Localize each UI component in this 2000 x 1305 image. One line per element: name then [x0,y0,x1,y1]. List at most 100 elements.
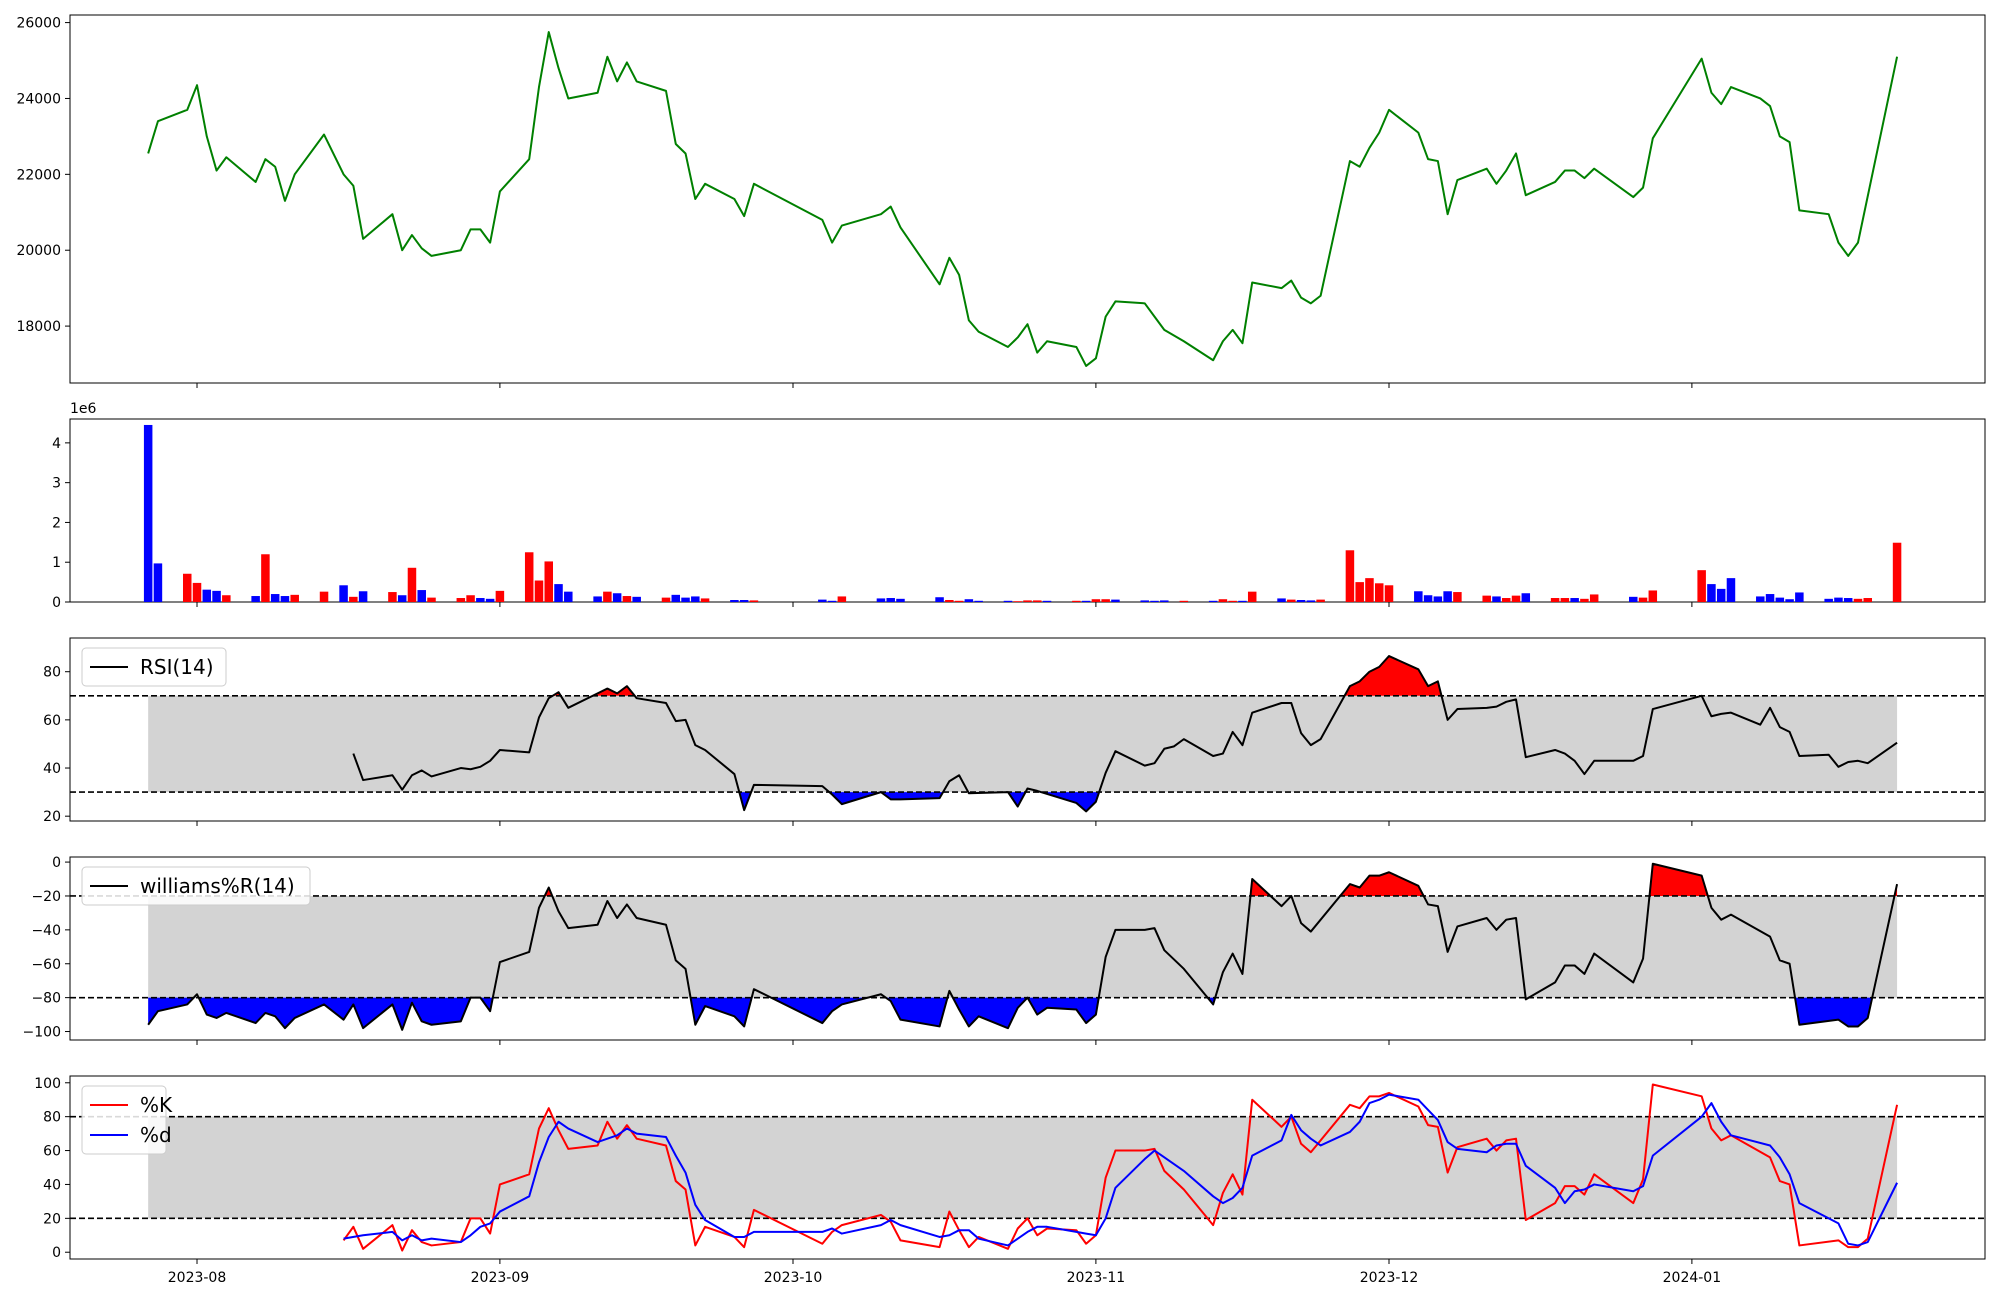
wr-overbought-fill [1649,863,1708,896]
volume-bar [1355,582,1364,602]
rsi-panel: 20 40 60 80 RSI(14) [43,637,1986,826]
x-tick-label: 2023-09 [471,1270,530,1286]
volume-bar [945,600,954,602]
wr-oversold-fill [690,997,752,1027]
volume-bar [358,591,368,602]
price-y-tick-label: 20000 [16,243,61,259]
volume-bar [202,589,212,602]
volume-bar [661,597,671,602]
wr-y-tick-label: −40 [31,923,61,939]
volume-bar [1228,600,1237,602]
stochastic-panel: 0 20 40 60 80 100 2023-08 2023-09 2023-10 2023-11… [34,1075,1986,1286]
volume-bar [730,600,739,602]
volume-bar [1374,583,1384,602]
rsi-oversold-fill [739,792,752,811]
rsi-y-tick-label: 80 [43,665,61,681]
wr-y-tick-label: −20 [31,889,61,905]
wr-y-tick-label: 0 [52,855,61,871]
x-tick-label: 2023-08 [168,1270,227,1286]
volume-bar [1785,599,1794,602]
volume-bar [691,596,700,602]
axes-frame [69,637,1986,822]
price-panel: 18000 20000 22000 24000 26000 [16,14,1986,388]
volume-bar [1560,598,1570,602]
volume-bar [524,552,534,602]
rsi-neutral-band [148,695,1898,793]
volume-bar [954,600,964,602]
stoch-legend-label: %d [140,1123,172,1147]
price-y-tick-label: 22000 [16,167,61,183]
volume-bar [153,563,163,602]
wr-overbought-fill [1340,872,1424,896]
volume-bar [1023,600,1032,602]
volume-bar [1365,578,1374,602]
wr-oversold-fill [952,997,1028,1029]
volume-bar [681,597,690,602]
price-line [147,31,1899,367]
axes-frame [69,1075,1986,1260]
volume-bar [1013,601,1022,602]
volume-bar [1081,600,1091,602]
volume-bar [1482,595,1491,602]
stoch-neutral-band [148,1116,1898,1219]
stoch-d-line [343,1093,1898,1247]
volume-bar [290,594,299,602]
volume-bar [886,598,895,602]
wr-oversold-fill [148,997,194,1025]
volume-bar [603,591,612,602]
stoch-y-tick-label: 80 [43,1110,61,1126]
volume-y-tick-label: 0 [52,595,61,611]
volume-bar [143,424,153,602]
axes-frame [69,14,1986,384]
rsi-overbought-fill [1344,656,1442,696]
volume-bar [1892,542,1902,602]
volume-bar [837,596,847,602]
volume-bar [1423,595,1433,602]
volume-bar [622,596,632,602]
volume-bar [1277,598,1286,602]
volume-bar [1345,550,1355,602]
volume-bar [319,591,329,602]
volume-bar [1492,596,1501,602]
x-tick-label: 2023-11 [1067,1270,1126,1286]
volume-bar [251,596,260,602]
volume-bar [182,573,192,602]
volume-bar [876,598,886,602]
wr-y-tick-label: −60 [31,957,61,973]
wr-line [147,862,1899,1031]
x-tick-label: 2023-12 [1360,1270,1419,1286]
rsi-legend-box [81,647,227,687]
williams-r-panel: 0 −20 −40 −60 −80 −100 williams%R(14) [23,855,1986,1045]
wr-y-tick-label: −80 [31,991,61,1007]
volume-bar [1589,594,1599,602]
price-y-tick-label: 24000 [16,91,61,107]
volume-bar [1863,598,1873,602]
volume-bar [739,600,749,602]
volume-y-tick-label: 4 [52,436,61,452]
volume-bar [466,595,475,602]
volume-bar [749,600,759,602]
volume-bar [935,597,944,602]
volume-bar [1726,578,1736,602]
volume-bar [1218,599,1228,602]
volume-bar [222,595,231,602]
volume-bar [612,593,622,602]
volume-bar [1707,584,1716,602]
volume-bar [1101,599,1110,602]
volume-bar [1042,600,1052,602]
volume-bar [1853,598,1863,602]
volume-bar [1433,596,1443,602]
volume-bar [339,585,348,602]
volume-bar [397,595,407,602]
volume-bar [476,598,485,602]
wr-oversold-fill [1027,997,1099,1024]
volume-offset-text: 1e6 [70,401,97,417]
wr-oversold-fill [198,997,471,1030]
volume-bar [1384,585,1394,602]
volume-bar [1150,600,1159,602]
volume-bar [1443,591,1452,602]
axes-frame [69,856,1986,1041]
volume-bar [964,599,974,602]
volume-bar [1648,590,1658,602]
